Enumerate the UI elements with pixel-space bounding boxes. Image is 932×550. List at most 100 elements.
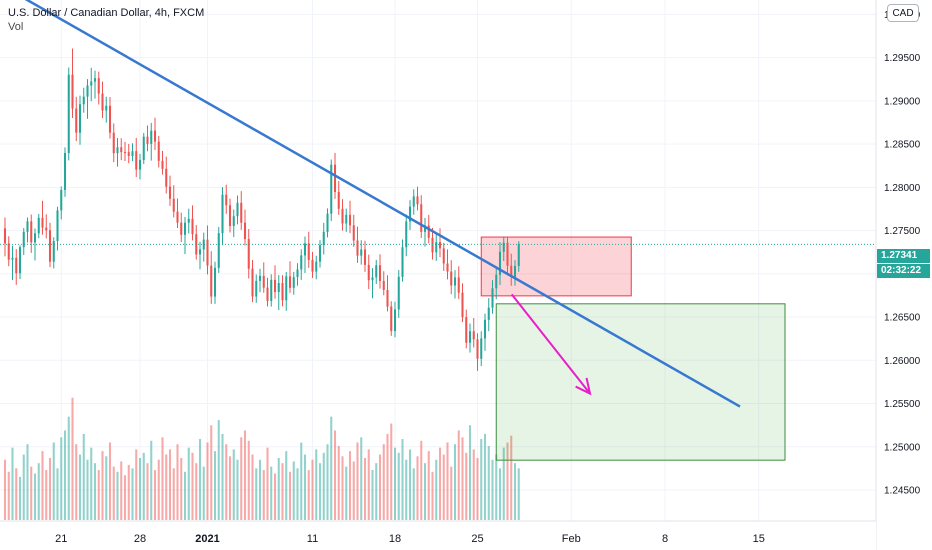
candle-body — [198, 249, 202, 255]
candle-body — [345, 214, 348, 224]
candle — [157, 135, 160, 168]
volume-bar — [405, 459, 408, 520]
volume-bar — [41, 451, 44, 520]
candle-body — [120, 147, 123, 153]
candle — [37, 214, 40, 239]
volume-bar — [150, 440, 153, 520]
volume-bar — [168, 449, 172, 520]
candle-body — [472, 331, 475, 340]
volume-bar — [116, 471, 119, 520]
candle-body — [78, 104, 82, 133]
volume-bar — [33, 473, 37, 520]
candle — [330, 159, 333, 221]
candle — [465, 309, 468, 349]
candle-body — [457, 277, 460, 293]
volume-bar — [446, 442, 449, 520]
candle — [288, 261, 292, 293]
y-tick-label: 1.25000 — [884, 442, 921, 453]
candle-body — [48, 230, 52, 262]
candle-body — [105, 105, 108, 111]
candle-body — [45, 227, 48, 231]
candle-body — [123, 152, 127, 154]
volume-bar — [393, 447, 397, 520]
candle — [390, 301, 393, 336]
candle — [393, 301, 397, 338]
candle-body — [11, 257, 14, 260]
candle-body — [300, 255, 303, 270]
candle — [86, 79, 89, 119]
candle — [11, 245, 14, 280]
volume-bar — [300, 442, 303, 520]
candle-body — [423, 225, 427, 232]
candle — [146, 125, 149, 152]
candle-body — [232, 216, 235, 226]
volume-bar — [438, 447, 442, 520]
candle — [56, 206, 59, 251]
volume-bar — [423, 463, 427, 520]
bar-countdown-tag: 02:32:22 — [877, 264, 930, 278]
candle — [416, 186, 419, 211]
candle-body — [127, 152, 130, 156]
candle-body — [228, 205, 232, 226]
candle-body — [273, 279, 277, 293]
candle — [457, 266, 460, 300]
candle — [60, 186, 63, 220]
candle-body — [187, 218, 190, 223]
volume-bar — [202, 466, 205, 520]
candle — [7, 236, 10, 267]
candle — [247, 229, 250, 279]
candle — [266, 277, 269, 307]
volume-bar — [363, 458, 367, 520]
candle-body — [243, 222, 247, 240]
candle — [240, 191, 243, 230]
candle-body — [461, 292, 464, 318]
candle — [82, 87, 85, 113]
candle-body — [251, 268, 254, 297]
candle-body — [337, 192, 340, 209]
candle — [138, 153, 142, 180]
candle — [75, 96, 78, 142]
volume-bar — [105, 456, 108, 520]
candle-body — [378, 265, 382, 281]
volume-bar — [71, 397, 74, 520]
candle — [420, 195, 423, 239]
volume-bar — [217, 420, 220, 520]
candle-body — [262, 275, 265, 288]
candle-body — [296, 269, 299, 278]
candle — [397, 270, 400, 318]
volume-bar — [285, 451, 288, 520]
candle-body — [408, 206, 412, 222]
volume-bar — [240, 437, 243, 520]
candle-body — [303, 243, 307, 256]
volume-bar — [146, 463, 149, 520]
volume-bar — [45, 470, 48, 520]
candle-body — [277, 283, 280, 293]
candle-body — [153, 130, 157, 142]
volume-bar — [176, 444, 179, 520]
volume-bar — [243, 430, 247, 520]
candle — [255, 274, 258, 303]
candle — [281, 275, 284, 307]
volume-bar — [210, 425, 213, 520]
candle — [405, 214, 408, 257]
candle — [382, 271, 385, 296]
candle-body — [330, 164, 333, 214]
candle-body — [401, 247, 404, 277]
candle-body — [146, 136, 149, 144]
candle — [168, 175, 172, 206]
time-axis[interactable] — [0, 521, 876, 550]
candle — [412, 189, 415, 215]
volume-bar — [123, 475, 127, 520]
volume-bar — [341, 456, 344, 520]
candle — [48, 222, 52, 268]
candle-body — [318, 245, 322, 262]
currency-button[interactable]: CAD — [887, 4, 919, 22]
volume-bar — [495, 454, 498, 520]
volume-bar — [82, 433, 85, 520]
candle — [431, 227, 434, 260]
candle-body — [333, 164, 337, 193]
candle — [153, 117, 157, 151]
candle — [423, 217, 427, 247]
candle-body — [416, 196, 419, 205]
